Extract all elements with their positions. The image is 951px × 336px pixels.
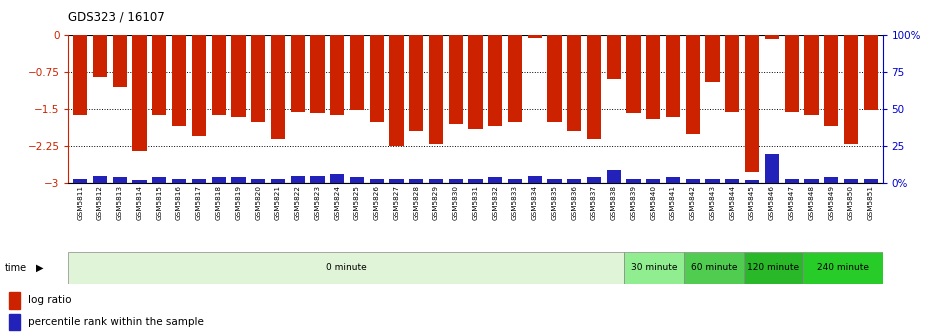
Bar	[508, 179, 522, 183]
Bar	[469, 179, 482, 183]
Bar	[132, 35, 146, 151]
Text: 240 minute: 240 minute	[817, 263, 869, 272]
Bar	[449, 179, 463, 183]
Bar	[825, 177, 838, 183]
Bar	[864, 35, 878, 110]
Text: time: time	[5, 263, 27, 273]
Bar	[409, 179, 423, 183]
Bar	[548, 35, 562, 122]
Bar	[625, 252, 684, 284]
Bar	[192, 179, 206, 183]
Text: 0 minute: 0 minute	[326, 263, 367, 272]
Bar	[68, 252, 625, 284]
Bar	[370, 35, 384, 122]
Bar	[607, 170, 621, 183]
Text: ▶: ▶	[36, 263, 44, 273]
Bar	[488, 35, 502, 126]
Bar	[587, 35, 601, 139]
Bar	[132, 180, 146, 183]
Bar	[825, 35, 838, 126]
Text: log ratio: log ratio	[29, 295, 71, 305]
Bar	[744, 252, 803, 284]
Bar	[172, 35, 186, 126]
Bar	[785, 35, 799, 112]
Bar	[251, 35, 265, 122]
Bar	[310, 35, 324, 113]
Bar	[726, 35, 740, 112]
Bar	[508, 35, 522, 122]
Bar	[706, 35, 720, 82]
Bar	[389, 179, 403, 183]
Bar	[567, 179, 581, 183]
Bar	[686, 179, 700, 183]
Bar	[627, 35, 641, 113]
Bar	[231, 35, 245, 117]
Bar	[745, 35, 759, 172]
Bar	[113, 35, 126, 87]
Bar	[803, 252, 883, 284]
Text: GDS323 / 16107: GDS323 / 16107	[68, 10, 165, 23]
Bar	[429, 179, 443, 183]
Bar	[73, 35, 87, 115]
Bar	[587, 177, 601, 183]
Bar	[10, 292, 20, 308]
Bar	[647, 179, 660, 183]
Bar	[271, 35, 285, 139]
Bar	[370, 179, 384, 183]
Bar	[647, 35, 660, 119]
Bar	[805, 35, 819, 115]
Bar	[684, 252, 744, 284]
Bar	[93, 176, 107, 183]
Bar	[607, 35, 621, 79]
Bar	[844, 179, 858, 183]
Bar	[93, 35, 107, 77]
Bar	[449, 35, 463, 124]
Bar	[666, 35, 680, 117]
Bar	[291, 176, 304, 183]
Bar	[745, 180, 759, 183]
Text: 120 minute: 120 minute	[747, 263, 800, 272]
Bar	[686, 35, 700, 134]
Bar	[113, 177, 126, 183]
Bar	[528, 176, 542, 183]
Bar	[291, 35, 304, 112]
Bar	[172, 179, 186, 183]
Bar	[350, 35, 364, 110]
Bar	[765, 35, 779, 39]
Bar	[844, 35, 858, 144]
Bar	[10, 314, 20, 331]
Bar	[409, 35, 423, 131]
Bar	[211, 35, 225, 115]
Text: percentile rank within the sample: percentile rank within the sample	[29, 317, 204, 327]
Bar	[567, 35, 581, 131]
Bar	[73, 179, 87, 183]
Bar	[548, 179, 562, 183]
Bar	[627, 179, 641, 183]
Bar	[152, 35, 166, 115]
Bar	[192, 35, 206, 136]
Bar	[765, 154, 779, 183]
Bar	[528, 35, 542, 38]
Bar	[429, 35, 443, 144]
Text: 30 minute: 30 minute	[631, 263, 677, 272]
Bar	[666, 177, 680, 183]
Bar	[231, 177, 245, 183]
Bar	[488, 177, 502, 183]
Bar	[152, 177, 166, 183]
Bar	[864, 179, 878, 183]
Bar	[251, 179, 265, 183]
Bar	[785, 179, 799, 183]
Bar	[310, 176, 324, 183]
Bar	[389, 35, 403, 146]
Bar	[271, 179, 285, 183]
Bar	[805, 179, 819, 183]
Bar	[469, 35, 482, 129]
Bar	[330, 174, 344, 183]
Text: 60 minute: 60 minute	[690, 263, 737, 272]
Bar	[350, 177, 364, 183]
Bar	[330, 35, 344, 115]
Bar	[211, 177, 225, 183]
Bar	[706, 179, 720, 183]
Bar	[726, 179, 740, 183]
